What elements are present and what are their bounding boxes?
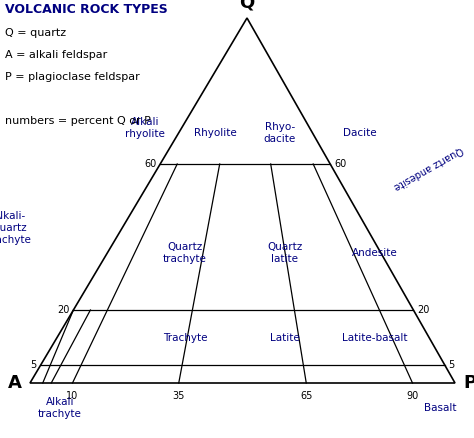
- Text: Rhyo-
dacite: Rhyo- dacite: [264, 122, 296, 144]
- Text: numbers = percent Q or P: numbers = percent Q or P: [5, 116, 151, 126]
- Text: Trachyte: Trachyte: [163, 333, 207, 343]
- Text: Quartz andesite: Quartz andesite: [392, 145, 465, 192]
- Text: Quartz
trachyte: Quartz trachyte: [163, 242, 207, 264]
- Text: 5: 5: [31, 360, 37, 370]
- Text: Latite-basalt: Latite-basalt: [342, 333, 408, 343]
- Text: A = alkali feldspar: A = alkali feldspar: [5, 50, 107, 60]
- Text: Alkali
rhyolite: Alkali rhyolite: [125, 117, 165, 139]
- Text: A: A: [8, 374, 22, 392]
- Text: VOLCANIC ROCK TYPES: VOLCANIC ROCK TYPES: [5, 3, 168, 16]
- Text: Andesite: Andesite: [352, 248, 398, 258]
- Text: P = plagioclase feldspar: P = plagioclase feldspar: [5, 72, 140, 82]
- Text: 5: 5: [448, 360, 455, 370]
- Text: 20: 20: [418, 305, 430, 315]
- Text: 60: 60: [144, 159, 156, 169]
- Text: Latite: Latite: [270, 333, 300, 343]
- Text: Dacite: Dacite: [343, 128, 377, 138]
- Text: 60: 60: [334, 159, 346, 169]
- Text: Alkali
trachyte: Alkali trachyte: [38, 397, 82, 419]
- Text: Alkali-
quartz
trachyte: Alkali- quartz trachyte: [0, 212, 32, 244]
- Text: 65: 65: [300, 391, 312, 401]
- Text: Rhyolite: Rhyolite: [193, 128, 237, 138]
- Text: Q: Q: [239, 0, 255, 12]
- Text: 90: 90: [406, 391, 419, 401]
- Text: Basalt: Basalt: [424, 403, 456, 413]
- Text: Quartz
latite: Quartz latite: [267, 242, 302, 264]
- Text: Q = quartz: Q = quartz: [5, 28, 66, 38]
- Text: P: P: [463, 374, 474, 392]
- Text: 10: 10: [66, 391, 79, 401]
- Text: 20: 20: [57, 305, 69, 315]
- Text: 35: 35: [173, 391, 185, 401]
